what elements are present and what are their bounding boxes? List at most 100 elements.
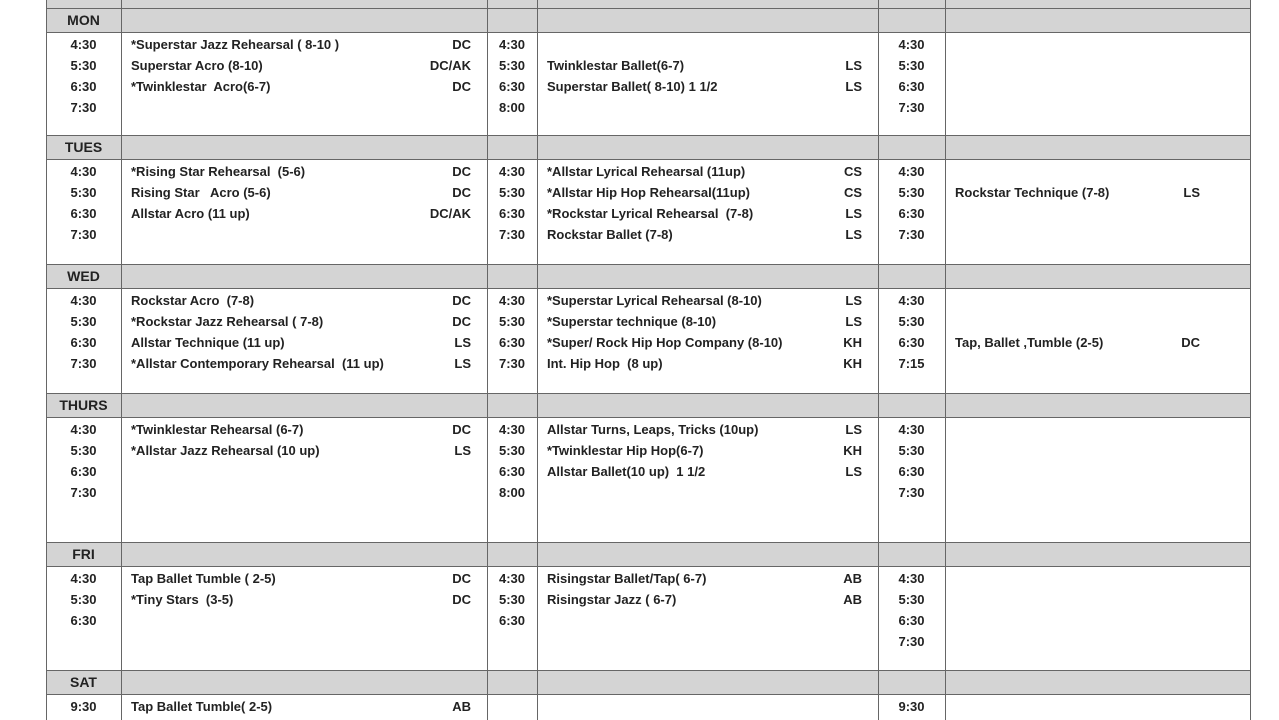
time: 7:30 xyxy=(898,485,925,500)
time: 7:30 xyxy=(70,485,97,500)
teacher: LS xyxy=(845,422,862,437)
day-band xyxy=(46,542,1250,567)
teacher: DC xyxy=(452,79,471,94)
time: 5:30 xyxy=(70,58,97,73)
time: 7:30 xyxy=(70,100,97,115)
time: 4:30 xyxy=(898,164,925,179)
time: 6:30 xyxy=(70,613,97,628)
class-name: *Rockstar Lyrical Rehearsal (7-8) xyxy=(547,206,754,221)
class-name: Rockstar Technique (7-8) xyxy=(955,185,1110,200)
teacher: LS xyxy=(454,335,471,350)
hline xyxy=(46,135,1250,136)
time: 5:30 xyxy=(498,592,526,607)
class-name: Superstar Acro (8-10) xyxy=(131,58,263,73)
vline xyxy=(1250,0,1251,720)
class-name: Risingstar Ballet/Tap( 6-7) xyxy=(547,571,707,586)
class-name: Allstar Ballet(10 up) 1 1/2 xyxy=(547,464,706,479)
time: 5:30 xyxy=(498,314,526,329)
class-name: *Super/ Rock Hip Hop Company (8-10) xyxy=(547,335,783,350)
teacher: LS xyxy=(845,293,862,308)
time: 7:30 xyxy=(498,227,526,242)
class-name: Superstar Ballet( 8-10) 1 1/2 xyxy=(547,79,718,94)
time: 6:30 xyxy=(70,206,97,221)
time: 6:30 xyxy=(898,464,925,479)
class-name: *Tiny Stars (3-5) xyxy=(131,592,234,607)
time: 7:30 xyxy=(70,356,97,371)
time: 4:30 xyxy=(70,164,97,179)
hline xyxy=(46,8,1250,9)
class-name: Twinklestar Ballet(6-7) xyxy=(547,58,685,73)
time: 4:30 xyxy=(70,571,97,586)
time: 7:30 xyxy=(498,356,526,371)
class-name: *Rising Star Rehearsal (5-6) xyxy=(131,164,306,179)
time: 7:15 xyxy=(898,356,925,371)
time: 6:30 xyxy=(70,335,97,350)
time: 5:30 xyxy=(70,443,97,458)
time: 6:30 xyxy=(498,206,526,221)
class-name: *Allstar Lyrical Rehearsal (11up) xyxy=(547,164,746,179)
time: 6:30 xyxy=(498,613,526,628)
day-label: MON xyxy=(67,12,100,28)
day-band xyxy=(46,393,1250,418)
class-name: Tap Ballet Tumble( 2-5) xyxy=(131,699,273,714)
time: 4:30 xyxy=(70,37,97,52)
time: 8:00 xyxy=(498,100,526,115)
time: 4:30 xyxy=(898,293,925,308)
time: 5:30 xyxy=(498,185,526,200)
hline xyxy=(46,417,1250,418)
time: 4:30 xyxy=(898,571,925,586)
day-label: WED xyxy=(67,268,100,284)
studio-header: Studio A xyxy=(121,0,487,3)
time: 5:30 xyxy=(898,185,925,200)
teacher: DC xyxy=(452,592,471,607)
time: 8:00 xyxy=(498,485,526,500)
time: 6:30 xyxy=(898,206,925,221)
day-label: FRI xyxy=(72,546,95,562)
class-name: Allstar Technique (11 up) xyxy=(131,335,285,350)
studio-header: Studio C xyxy=(945,0,1250,3)
time: 7:30 xyxy=(898,227,925,242)
teacher: DC xyxy=(452,37,471,52)
time: 5:30 xyxy=(70,314,97,329)
vline xyxy=(46,0,47,720)
day-band xyxy=(46,135,1250,160)
teacher: DC xyxy=(452,185,471,200)
studio-header: Studio B xyxy=(537,0,878,3)
time: 5:30 xyxy=(70,592,97,607)
time: 4:30 xyxy=(898,422,925,437)
time: 4:30 xyxy=(498,422,526,437)
hline xyxy=(46,566,1250,567)
hline xyxy=(46,264,1250,265)
teacher: LS xyxy=(845,206,862,221)
teacher: LS xyxy=(845,314,862,329)
teacher: DC xyxy=(452,422,471,437)
teacher: AB xyxy=(843,592,862,607)
teacher: AB xyxy=(843,571,862,586)
time: 4:30 xyxy=(498,293,526,308)
time: 4:30 xyxy=(70,422,97,437)
class-name: Rising Star Acro (5-6) xyxy=(131,185,271,200)
class-name: Tap Ballet Tumble ( 2-5) xyxy=(131,571,276,586)
teacher: DC/AK xyxy=(429,206,471,221)
time: 4:30 xyxy=(498,37,526,52)
time: 5:30 xyxy=(898,592,925,607)
class-name: *Allstar Contemporary Rehearsal (11 up) xyxy=(131,356,384,371)
day-band xyxy=(46,264,1250,289)
class-name: Tap, Ballet ,Tumble (2-5) xyxy=(955,335,1104,350)
class-name: Int. Hip Hop (8 up) xyxy=(547,356,663,371)
time: 7:30 xyxy=(898,100,925,115)
teacher: DC xyxy=(452,164,471,179)
class-name: *Twinklestar Hip Hop(6-7) xyxy=(547,443,704,458)
teacher: CS xyxy=(843,164,862,179)
hline xyxy=(46,288,1250,289)
teacher: DC/AK xyxy=(429,58,471,73)
time: 6:30 xyxy=(70,464,97,479)
day-label: SAT xyxy=(70,674,97,690)
teacher: DC xyxy=(452,314,471,329)
header-band xyxy=(46,0,1250,8)
hline xyxy=(46,32,1250,33)
class-name: *Allstar Hip Hop Rehearsal(11up) xyxy=(547,185,750,200)
hline xyxy=(46,670,1250,671)
time: 6:30 xyxy=(498,335,526,350)
time: 7:30 xyxy=(70,227,97,242)
